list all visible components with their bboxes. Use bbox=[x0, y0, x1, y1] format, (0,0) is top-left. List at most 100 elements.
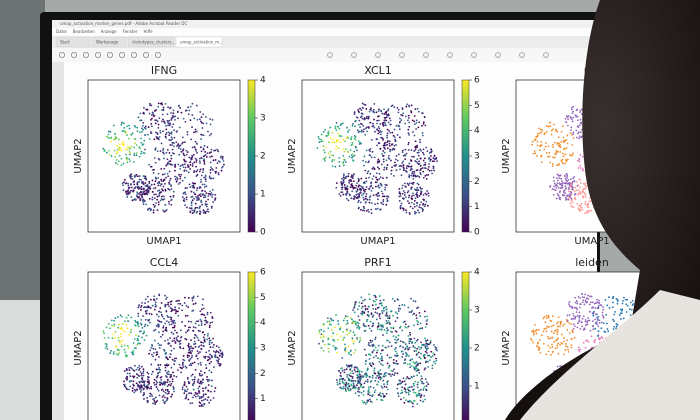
cell-point bbox=[410, 149, 413, 151]
cell-point bbox=[162, 326, 165, 329]
cell-point bbox=[410, 364, 413, 367]
cell-point bbox=[397, 310, 400, 312]
cell-point bbox=[355, 190, 358, 193]
cell-point bbox=[120, 157, 123, 160]
cell-point bbox=[416, 319, 418, 322]
cell-point bbox=[420, 173, 422, 176]
cell-point bbox=[563, 189, 566, 192]
cell-point bbox=[123, 122, 125, 125]
cell-point bbox=[376, 202, 379, 205]
cell-point bbox=[344, 161, 347, 163]
cell-point bbox=[193, 209, 196, 212]
cell-point bbox=[556, 344, 559, 347]
cell-point bbox=[548, 155, 551, 158]
cell-point bbox=[584, 187, 587, 190]
cell-point bbox=[421, 210, 424, 212]
cell-point bbox=[369, 121, 372, 124]
cell-point bbox=[379, 317, 381, 320]
cell-point bbox=[387, 109, 389, 112]
cell-point bbox=[388, 315, 391, 318]
cell-point bbox=[143, 139, 146, 142]
cell-point bbox=[385, 392, 388, 395]
cell-point bbox=[376, 181, 378, 184]
cell-point bbox=[368, 358, 371, 360]
cell-point bbox=[380, 190, 383, 193]
cell-point bbox=[207, 356, 209, 358]
cell-point bbox=[112, 325, 115, 328]
cell-point bbox=[556, 130, 559, 133]
cell-point bbox=[322, 145, 325, 147]
cell-point bbox=[165, 132, 168, 134]
cell-point bbox=[371, 167, 374, 170]
cell-point bbox=[554, 189, 557, 192]
cell-point bbox=[180, 150, 183, 153]
cell-point bbox=[211, 321, 214, 324]
cell-point bbox=[411, 207, 414, 210]
cell-point bbox=[566, 142, 569, 145]
cell-point bbox=[405, 209, 407, 212]
cell-point bbox=[200, 313, 203, 316]
cell-point bbox=[368, 375, 371, 378]
cell-point bbox=[157, 320, 160, 322]
cell-point bbox=[383, 329, 386, 331]
cell-point bbox=[203, 333, 206, 336]
cell-point bbox=[416, 307, 418, 310]
cell-point bbox=[189, 210, 192, 213]
cell-point bbox=[351, 370, 354, 373]
cell-point bbox=[374, 379, 377, 382]
cell-point bbox=[563, 337, 565, 339]
cell-point bbox=[193, 161, 196, 164]
cell-point bbox=[579, 178, 582, 181]
cell-point bbox=[130, 173, 133, 175]
cell-point bbox=[330, 323, 332, 326]
cell-point bbox=[216, 162, 219, 165]
cell-point bbox=[576, 119, 579, 122]
cell-point bbox=[191, 146, 194, 149]
colorbar-tick-label: 4 bbox=[474, 126, 480, 136]
cell-point bbox=[369, 394, 371, 397]
cell-point bbox=[351, 375, 354, 378]
cell-point bbox=[425, 349, 428, 351]
cell-point bbox=[185, 304, 188, 307]
cell-point bbox=[165, 164, 168, 167]
cell-point bbox=[154, 358, 157, 361]
cell-point bbox=[331, 141, 334, 144]
cell-point bbox=[205, 192, 208, 195]
cell-point bbox=[550, 133, 553, 136]
cell-point bbox=[148, 387, 151, 390]
cell-point bbox=[167, 175, 170, 178]
cell-point bbox=[176, 110, 179, 113]
cell-point bbox=[174, 119, 176, 121]
cell-point bbox=[130, 196, 133, 198]
cell-point bbox=[166, 376, 168, 378]
cell-point bbox=[182, 347, 185, 350]
cell-point bbox=[158, 367, 161, 369]
cell-point bbox=[347, 151, 350, 154]
colorbar-tick-label: 3 bbox=[474, 152, 480, 162]
cell-point bbox=[357, 315, 360, 318]
cell-point bbox=[576, 202, 579, 205]
cell-point bbox=[205, 185, 208, 188]
cell-point bbox=[123, 320, 126, 323]
cell-point bbox=[198, 197, 200, 200]
cell-point bbox=[364, 307, 367, 310]
cell-point bbox=[367, 208, 370, 211]
cell-point bbox=[421, 134, 424, 137]
cell-point bbox=[195, 175, 198, 177]
cell-point bbox=[149, 395, 151, 398]
scatter-points bbox=[316, 102, 438, 216]
cell-point bbox=[165, 352, 168, 354]
cell-point bbox=[338, 156, 341, 159]
cell-point bbox=[194, 326, 197, 329]
cell-point bbox=[144, 125, 147, 128]
cell-point bbox=[335, 129, 338, 132]
cell-point bbox=[353, 154, 356, 157]
cell-point bbox=[191, 185, 194, 187]
cell-point bbox=[564, 196, 567, 199]
cell-point bbox=[158, 344, 161, 347]
cell-point bbox=[200, 370, 202, 373]
cell-point bbox=[354, 187, 357, 189]
cell-point bbox=[355, 301, 357, 303]
cell-point bbox=[549, 161, 552, 164]
cell-point bbox=[135, 368, 138, 371]
